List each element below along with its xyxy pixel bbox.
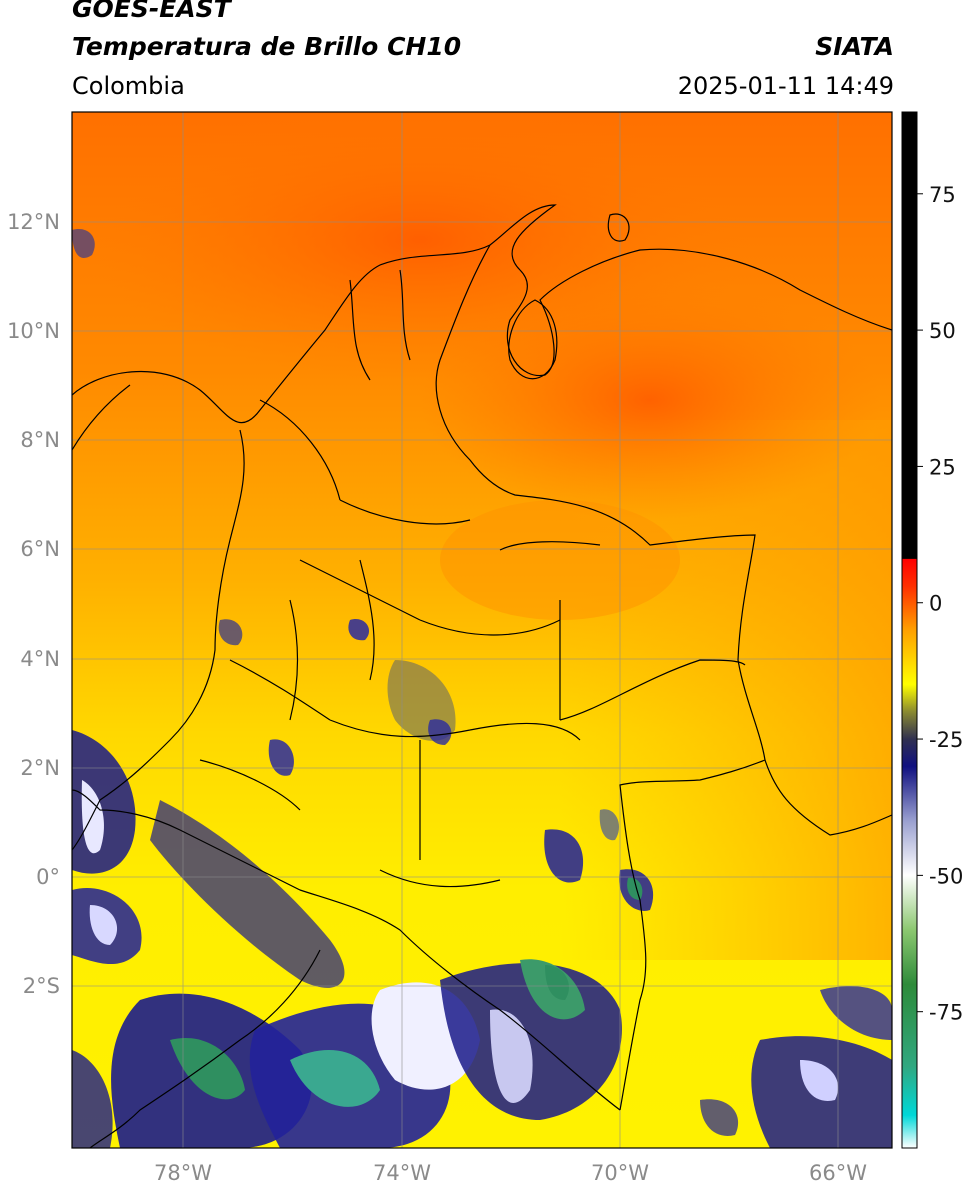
lat-label: 6°N [20,537,60,561]
colorbar: 75 50 25 0 -25 -50 -75 [901,111,963,1149]
coastlines-and-borders [72,204,892,1148]
colorbar-tick-label: 25 [929,455,956,479]
lon-label: 66°W [809,1161,867,1185]
lat-label: 8°N [20,428,60,452]
colombia-peru-ecuador-border [72,789,621,1111]
cold-cloud-clusters [72,229,892,1148]
lat-label: 2°N [20,756,60,780]
colorbar-tick-label: 50 [929,319,956,343]
lat-label: 10°N [7,319,60,343]
peru-border [89,949,321,1148]
timestamp-label: 2025-01-11 14:49 [677,72,894,100]
colorbar-tick-label: -25 [929,728,963,752]
aruba-curacao-islands [607,213,630,242]
colorbar-tick-label: -75 [929,1001,963,1025]
department-line-15 [499,541,601,551]
map-title-product: Temperatura de Brillo CH10 [72,32,462,61]
maracaibo-lake [508,299,558,380]
colorbar-tick-label: -50 [929,864,963,888]
department-line-11 [469,722,581,741]
pacific-coastline [72,429,245,851]
department-line-6 [329,719,471,738]
lon-label: 74°W [373,1161,431,1185]
lat-label: 0° [36,865,60,889]
map-subtitle-region: Colombia [72,72,185,100]
colorbar-tick-label: 0 [929,592,942,616]
latitude-labels: 12°N 10°N 8°N 6°N 4°N 2°N 0° 2°S [7,210,60,998]
department-line-17 [359,559,375,681]
brightness-temperature-field [72,112,892,1148]
department-line-14 [399,269,411,361]
colombia-venezuela-border [435,244,892,836]
colorbar-tick-label: 75 [929,183,956,207]
lon-label: 70°W [591,1161,649,1185]
department-line-3 [299,559,421,621]
department-line-4 [419,619,561,636]
colorbar-ticks: 75 50 25 0 -25 -50 -75 [917,183,963,1025]
department-line-13 [349,279,371,381]
central-america-coast [72,384,131,451]
map-frame [71,111,893,1149]
lat-label: 2°S [23,974,60,998]
colombia-brazil-border [619,759,766,1111]
caribbean-coastline [72,204,892,424]
lat-label: 4°N [20,647,60,671]
lon-label: 78°W [154,1161,212,1185]
department-line-1 [259,399,341,501]
organization-label: SIATA [815,32,894,61]
graticule [72,112,892,1148]
department-line-7 [199,759,301,811]
lat-label: 12°N [7,210,60,234]
department-line-2 [339,499,471,525]
longitude-labels: 78°W 74°W 70°W 66°W [154,1161,867,1185]
colorbar-gradient [902,112,917,1148]
map-title-satellite: GOES-EAST [72,0,231,23]
department-line-10 [559,659,746,721]
department-line-12 [379,869,501,888]
department-line-5 [229,659,331,721]
colorbar-frame [901,111,918,1149]
department-line-16 [289,599,299,721]
